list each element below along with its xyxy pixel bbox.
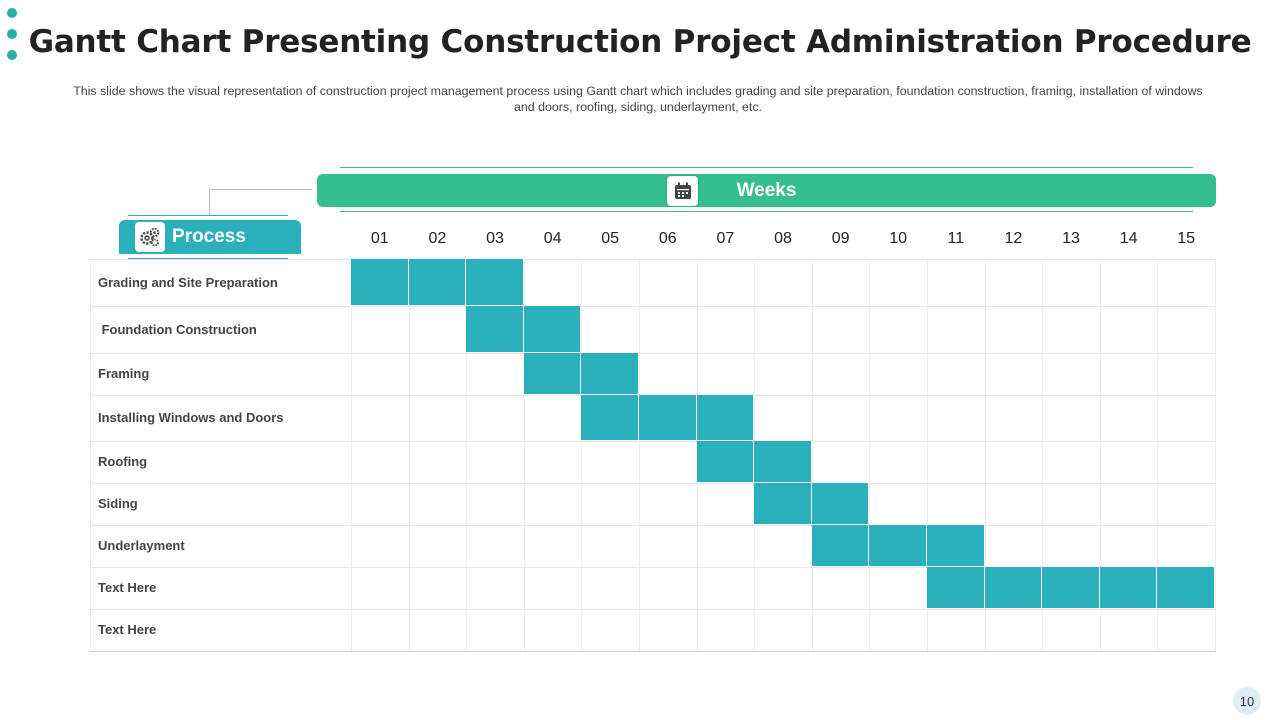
week-label: 01: [370, 230, 389, 247]
dot-icon: [7, 29, 17, 39]
gantt-bar-cell: [754, 483, 812, 525]
grid-left-border: [90, 259, 91, 651]
weeks-header: Weeks: [317, 174, 1216, 207]
week-label: 15: [1177, 230, 1196, 247]
decorative-dots: [7, 8, 17, 71]
gantt-bar-cell: [984, 567, 1043, 609]
task-label: Siding: [98, 496, 138, 511]
gantt-bar-cell: [1099, 567, 1158, 609]
grid-row-line: [90, 353, 1216, 354]
grid-column-line: [812, 259, 813, 651]
grid-column-line: [409, 259, 410, 651]
gears-icon: [135, 222, 165, 252]
weeks-header-label: Weeks: [736, 179, 797, 201]
gantt-bar-cell: [523, 306, 582, 353]
gantt-bar-cell: [754, 441, 812, 483]
gantt-bar-cell: [581, 395, 639, 441]
gantt-bar-cell: [696, 395, 755, 441]
grid-column-line: [466, 259, 467, 651]
week-label: 07: [716, 230, 735, 247]
week-label: 02: [428, 230, 447, 247]
gantt-bar-cell: [639, 395, 697, 441]
slide-subtitle: This slide shows the visual representati…: [73, 84, 1203, 114]
week-label: 08: [774, 230, 792, 247]
week-label: 06: [658, 230, 677, 247]
grid-column-line: [985, 259, 986, 651]
process-header-label: Process: [172, 226, 246, 247]
gantt-bar-cell: [1157, 567, 1215, 609]
grid-row-line: [90, 259, 1216, 260]
gantt-bar-cell: [869, 525, 927, 567]
grid-column-line: [351, 259, 352, 651]
task-label: Underlayment: [98, 538, 185, 553]
grid-row-line: [90, 609, 1216, 610]
week-label: 13: [1062, 230, 1080, 247]
task-label: Roofing: [98, 454, 148, 469]
gantt-bar-cell: [811, 483, 870, 525]
grid-column-line: [581, 259, 582, 651]
gantt-bar-cell: [466, 306, 524, 353]
grid-row-line: [90, 483, 1216, 484]
gantt-bar-cell: [1042, 567, 1100, 609]
grid-row-line: [90, 306, 1216, 307]
process-header: Process: [119, 220, 301, 254]
task-label: Foundation Construction: [98, 321, 257, 337]
process-bottom-rule: [128, 258, 288, 259]
grid-column-line: [1042, 259, 1043, 651]
task-label: Grading and Site Preparation: [98, 274, 278, 290]
grid-column-line: [1157, 259, 1158, 651]
gantt-bar-cell: [466, 259, 524, 306]
grid-row-line: [90, 651, 1216, 652]
grid-row-line: [90, 567, 1216, 568]
week-label: 09: [831, 230, 850, 247]
gantt-bar-cell: [927, 567, 985, 609]
week-label: 05: [601, 230, 620, 247]
task-label: Framing: [98, 366, 150, 381]
gantt-bar-cell: [351, 259, 409, 306]
week-label: 14: [1119, 230, 1138, 247]
gantt-bar-cell: [408, 259, 467, 306]
gantt-bar-cell: [811, 525, 870, 567]
gantt-bar-cell: [927, 525, 985, 567]
gantt-bar-cell: [523, 353, 582, 395]
task-label: Installing Windows and Doors: [98, 410, 284, 425]
grid-column-line: [524, 259, 525, 651]
grid-column-line: [1215, 259, 1216, 651]
grid-column-line: [1100, 259, 1101, 651]
grid-row-line: [90, 525, 1216, 526]
grid-column-line: [869, 259, 870, 651]
gantt-bar-cell: [581, 353, 639, 395]
grid-column-line: [639, 259, 640, 651]
week-label: 04: [543, 230, 562, 247]
dot-icon: [7, 8, 17, 18]
week-label: 03: [486, 230, 504, 247]
task-label: Text Here: [98, 580, 157, 595]
process-top-rule: [128, 215, 288, 216]
gantt-bar-cell: [696, 441, 755, 483]
dot-icon: [7, 50, 17, 60]
week-label: 10: [889, 230, 908, 247]
page-number: 10: [1233, 687, 1261, 715]
weeks-bottom-rule: [340, 211, 1193, 212]
week-label: 11: [947, 230, 965, 247]
task-label: Text Here: [98, 622, 157, 637]
slide-title: Gantt Chart Presenting Construction Proj…: [28, 24, 1252, 60]
grid-column-line: [927, 259, 928, 651]
calendar-icon: [667, 176, 698, 206]
grid-row-line: [90, 441, 1216, 442]
week-label: 12: [1004, 230, 1023, 247]
weeks-top-rule: [340, 167, 1193, 168]
connector-line: [209, 189, 312, 215]
